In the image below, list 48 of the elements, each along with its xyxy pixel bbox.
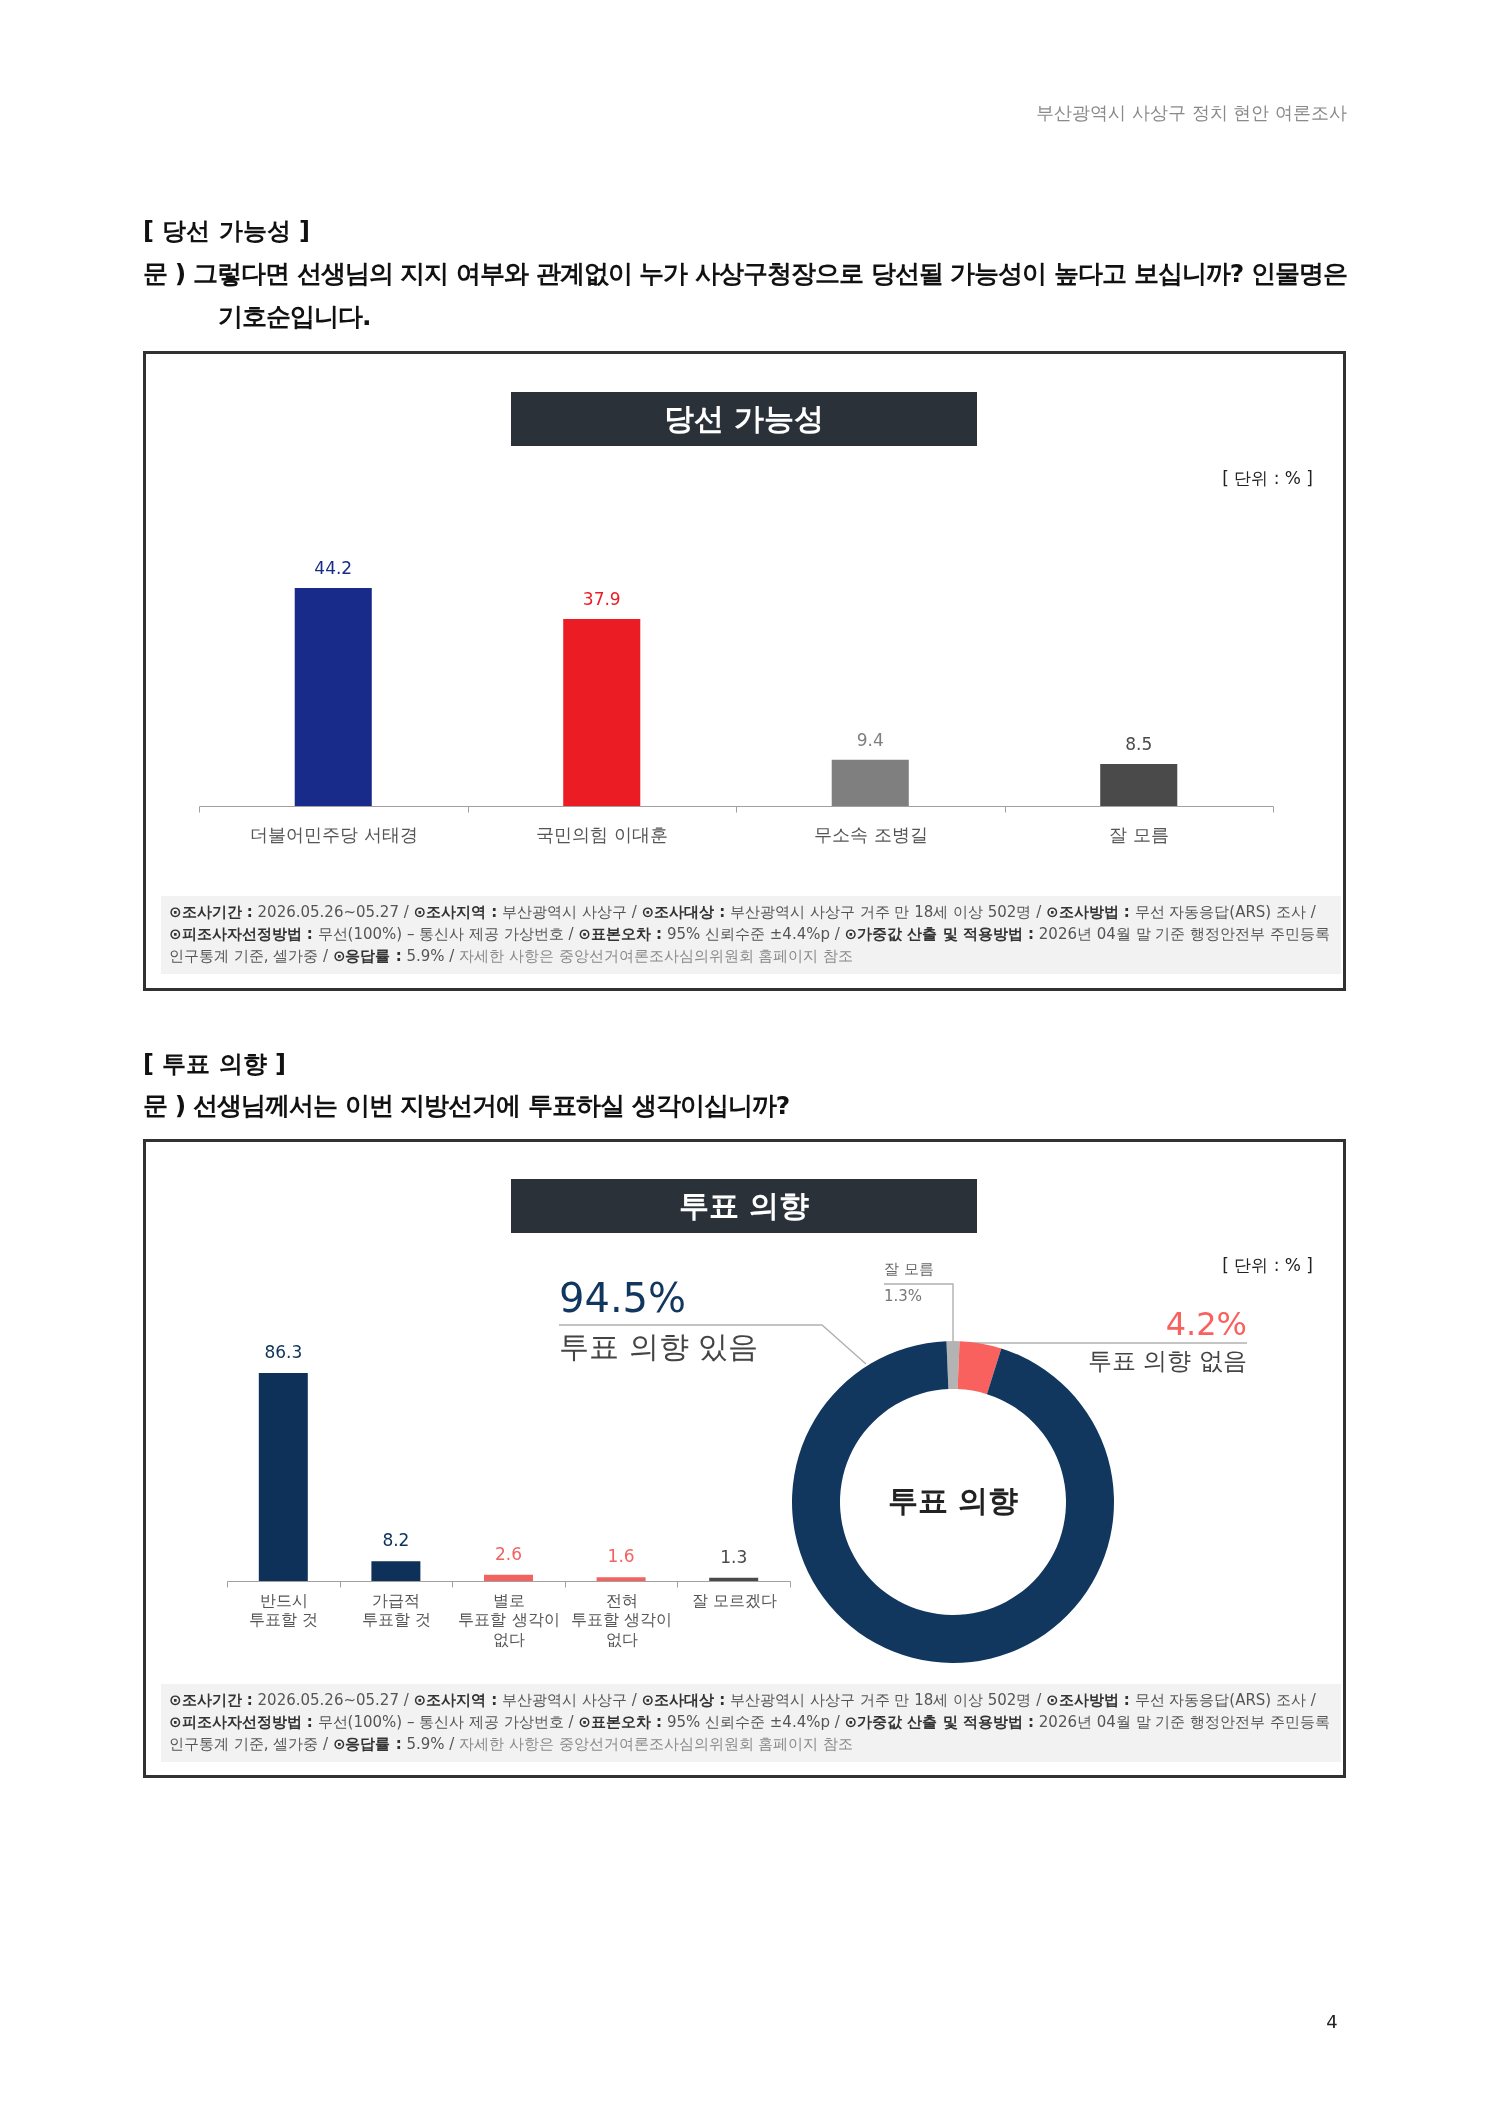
slice-label: 잘 모름 <box>884 1260 934 1278</box>
bar <box>371 1561 421 1581</box>
bar <box>1100 764 1178 806</box>
slice-label: 투표 의향 없음 <box>1087 1347 1247 1375</box>
text: [ 단위 : % ] <box>1222 467 1313 490</box>
text: 부산광역시 사상구 정치 현안 여론조사 <box>1036 101 1347 125</box>
x-tick-label: 반드시 투표할 것 <box>249 1590 319 1629</box>
data-label: 9.4 <box>856 729 884 750</box>
slice-label: 투표 의향 있음 <box>559 1329 759 1364</box>
data-label: 1.3% <box>884 1287 923 1305</box>
data-label: 1.6 <box>607 1546 635 1567</box>
x-tick-label: 더불어민주당 서태경 <box>249 823 418 845</box>
bar <box>709 1577 759 1581</box>
bar <box>596 1577 646 1581</box>
data-label: 8.5 <box>1125 734 1153 755</box>
bar <box>484 1574 533 1581</box>
data-label: 8.2 <box>382 1530 410 1551</box>
bar <box>294 588 372 806</box>
bar <box>831 759 909 806</box>
x-tick-label: 무소속 조병길 <box>813 823 928 845</box>
x-tick-label: 국민의힘 이대훈 <box>536 823 669 845</box>
x-tick-label: 가급적 투표할 것 <box>361 1590 431 1629</box>
data-label: 44.2 <box>314 558 353 578</box>
text: [ 투표 의향 ] <box>143 1049 287 1079</box>
text: 투표 의향 <box>887 1483 1019 1518</box>
x-tick-label: 전혀 투표할 생각이 없다 <box>571 1590 673 1649</box>
chart-subtitle: 문 ) 선생님께서는 이번 지방선거에 투표하실 생각이십니까? <box>143 1090 791 1122</box>
data-label: 1.3 <box>720 1546 748 1567</box>
chart-subtitle: 문 ) 그렇다면 선생님의 지지 여부와 관계없이 누가 사상구청장으로 당선될 가능성이 높다고 보십니까? 인물명은 기호순입니다. <box>143 258 1349 333</box>
chart-title: 당선 가능성 <box>511 392 977 446</box>
x-tick-label: 잘 모르겠다 <box>691 1590 777 1610</box>
text: ⊙조사기간 : 2026.05.26~05.27 / ⊙조사지역 : 부산광역시 사상구 / ⊙조사대상 : 부산광역시 사상구 거주 만 18세 이상 502명 / ⊙조사방법 : 무선 자동응답(ARS) 조사 / ⊙피조사자선정방법 : 무선(100%) – 통신사 제공 가상번호 / ⊙표본오차 : 95% 신뢰수준 ±4.4%p / ⊙가중값 산출 및 적용방법 : 2026년 04월 말 기준 행정안전부 주민등록 인구통계 기준, 셀가중 / ⊙응답률 : 5.9% / 자세한 사항은 중앙선거여론조사심의위원회 홈페이지 참조 <box>169 903 1330 965</box>
donut-slice <box>957 1341 1002 1395</box>
x-tick-label: 별로 투표할 생각이 없다 <box>458 1590 560 1649</box>
bar <box>258 1373 308 1581</box>
data-label: 2.6 <box>494 1543 523 1564</box>
bar <box>563 619 641 806</box>
data-label: 4.2% <box>1165 1305 1247 1343</box>
x-tick-label: 잘 모름 <box>1109 823 1170 845</box>
data-label: 86.3 <box>264 1342 303 1362</box>
chart-title: 투표 의향 <box>511 1179 977 1233</box>
data-label: 37.9 <box>582 589 621 610</box>
text: [ 단위 : % ] <box>1222 1254 1313 1277</box>
donut-slice <box>946 1341 960 1390</box>
data-label: 94.5% <box>559 1275 687 1321</box>
text: [ 당선 가능성 ] <box>143 216 311 246</box>
text: ⊙조사기간 : 2026.05.26~05.27 / ⊙조사지역 : 부산광역시 사상구 / ⊙조사대상 : 부산광역시 사상구 거주 만 18세 이상 502명 / ⊙조사방법 : 무선 자동응답(ARS) 조사 / ⊙피조사자선정방법 : 무선(100%) – 통신사 제공 가상번호 / ⊙표본오차 : 95% 신뢰수준 ±4.4%p / ⊙가중값 산출 및 적용방법 : 2026년 04월 말 기준 행정안전부 주민등록 인구통계 기준, 셀가중 / ⊙응답률 : 5.9% / 자세한 사항은 중앙선거여론조사심의위원회 홈페이지 참조 <box>169 1691 1330 1753</box>
text: 4 <box>1325 2010 1339 2034</box>
